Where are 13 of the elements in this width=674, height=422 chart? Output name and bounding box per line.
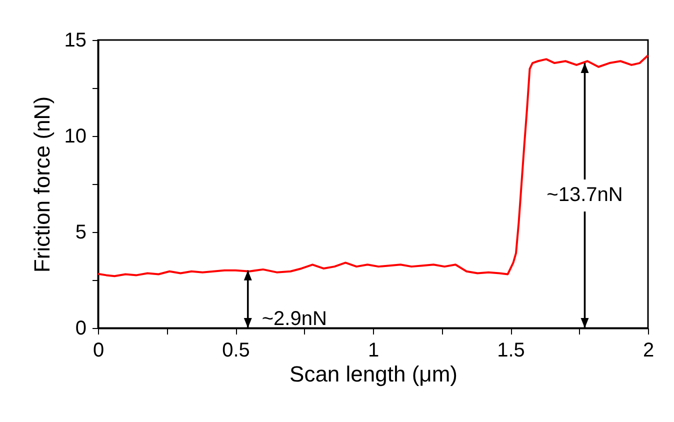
y-tick-label: 10 — [64, 126, 86, 148]
annotation: ~13.7nN — [546, 184, 623, 206]
x-tick-label: 0 — [92, 340, 104, 362]
x-tick-label: 1.5 — [497, 340, 525, 362]
y-tick-label: 0 — [75, 318, 86, 340]
y-axis-title: Friction force (nN) — [29, 96, 54, 273]
x-axis-title: Scan length (μm) — [290, 362, 458, 386]
annotation: ~2.9nN — [262, 308, 327, 330]
x-tick-label: 1 — [368, 340, 380, 362]
x-tick-label: 0.5 — [222, 340, 250, 362]
y-tick-label: 15 — [64, 30, 86, 52]
y-tick-label: 5 — [75, 222, 86, 244]
x-tick-label: 2 — [642, 340, 654, 362]
